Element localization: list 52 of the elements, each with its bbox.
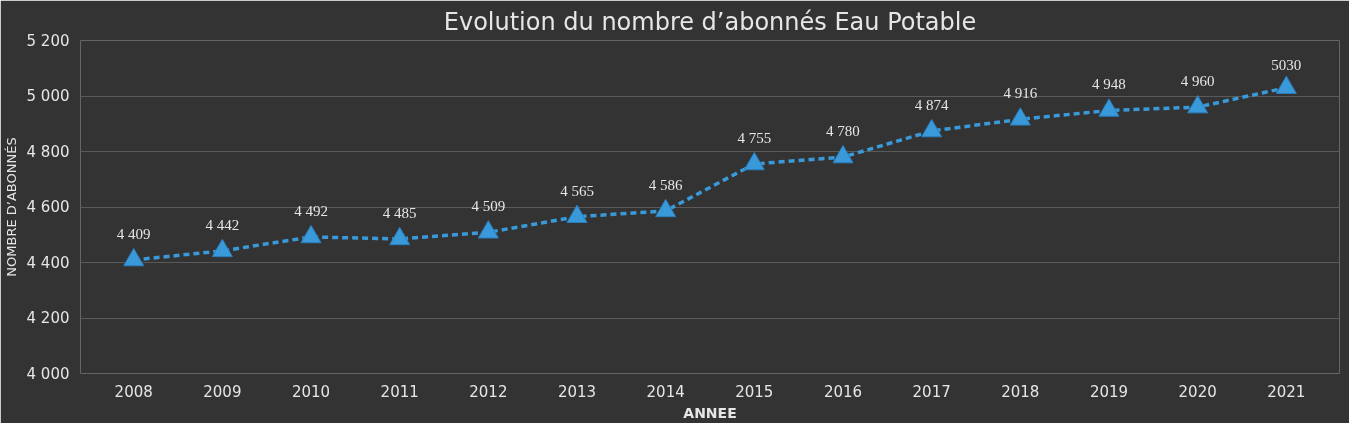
x-axis-title: ANNEE	[683, 404, 737, 421]
data-label: 4 565	[560, 182, 594, 199]
x-tick-label: 2013	[557, 382, 597, 401]
x-tick-label: 2018	[1001, 382, 1040, 401]
y-axis-title: NOMBRE D’ABONNÉS	[3, 137, 19, 277]
x-tick-label: 2008	[114, 382, 153, 401]
point	[300, 224, 322, 244]
x-tick-label: 2020	[1178, 382, 1217, 401]
point	[123, 247, 145, 267]
point	[566, 204, 588, 223]
data-label: 4 948	[1092, 76, 1126, 93]
x-tick-label: 2011	[380, 382, 419, 401]
x-tick-label: 2017	[912, 382, 951, 401]
data-label: 4 485	[382, 204, 417, 221]
y-tick-label: 5 200	[26, 31, 70, 50]
point	[211, 238, 233, 258]
point	[389, 226, 411, 246]
data-label: 5030	[1271, 56, 1302, 73]
x-tick-label: 2014	[646, 382, 685, 401]
point	[743, 151, 765, 171]
data-label: 4 780	[826, 123, 860, 140]
data-label: 4 509	[471, 198, 506, 215]
data-label: 4 492	[294, 202, 328, 219]
data-label: 4 442	[205, 216, 240, 233]
y-tick-label: 4 600	[26, 198, 70, 216]
x-tick-label: 2019	[1089, 382, 1129, 401]
data-label: 4 874	[914, 96, 950, 113]
x-tick-label: 2015	[735, 382, 774, 401]
data-label: 4 755	[737, 129, 772, 146]
chart-title: Evolution du nombre d’abonnés Eau Potable	[443, 7, 977, 36]
x-tick-label: 2021	[1267, 382, 1306, 401]
point	[655, 198, 677, 218]
point	[1009, 107, 1031, 126]
x-tick-label: 2009	[203, 382, 242, 401]
point	[1187, 95, 1209, 114]
point	[477, 220, 499, 239]
data-label: 4 916	[1003, 85, 1038, 102]
x-tick-label: 2010	[291, 382, 331, 401]
y-tick-label: 4 200	[26, 309, 70, 327]
y-tick-label: 4 800	[26, 142, 70, 161]
point	[832, 145, 854, 164]
point	[921, 118, 943, 138]
data-label: 4 960	[1180, 73, 1215, 90]
data-label: 4 586	[648, 176, 684, 193]
point	[1098, 98, 1120, 117]
x-tick-label: 2016	[823, 382, 863, 401]
y-tick-label: 4 000	[26, 364, 70, 383]
point	[1275, 75, 1297, 94]
data-label: 4 409	[116, 226, 151, 242]
y-tick-label: 4 400	[26, 253, 70, 272]
y-tick-label: 5 000	[26, 87, 70, 105]
x-tick-label: 2012	[469, 382, 508, 401]
